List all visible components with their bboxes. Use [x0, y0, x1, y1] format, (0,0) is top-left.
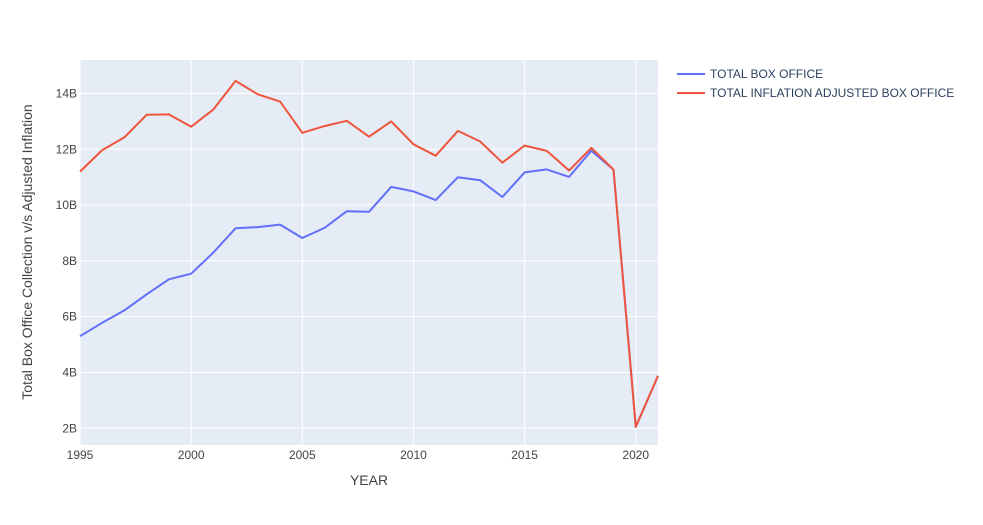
- x-tick-label: 2000: [178, 448, 205, 462]
- x-tick-label: 2010: [400, 448, 427, 462]
- y-tick-label: 10B: [56, 198, 77, 212]
- y-axis-ticks: 2B 4B 6B 8B 10B 12B 14B: [56, 86, 77, 435]
- x-gridlines: [79, 60, 637, 445]
- series-lines: [79, 79, 659, 428]
- plot-area: [80, 60, 658, 445]
- x-axis-title: YEAR: [350, 472, 388, 488]
- x-tick-label: 1995: [67, 448, 94, 462]
- x-tick-label: 2015: [511, 448, 538, 462]
- y-tick-label: 6B: [62, 310, 77, 324]
- y-axis-title: Total Box Office Collection v/s Adjusted…: [19, 104, 35, 399]
- series-line-total-box-office: [79, 149, 659, 428]
- legend-item-total-box-office[interactable]: TOTAL BOX OFFICE: [677, 67, 823, 81]
- y-tick-label: 12B: [56, 142, 77, 156]
- legend-label-total-box-office: TOTAL BOX OFFICE: [710, 67, 823, 81]
- x-tick-label: 2020: [622, 448, 649, 462]
- legend-item-total-inflation-adjusted-box-office[interactable]: TOTAL INFLATION ADJUSTED BOX OFFICE: [677, 86, 954, 100]
- series-line-total-inflation-adjusted-box-office: [79, 79, 659, 428]
- y-gridlines: [80, 92, 658, 429]
- x-axis-ticks: 1995 2000 2005 2010 2015 2020: [67, 448, 650, 462]
- y-tick-label: 8B: [62, 254, 77, 268]
- x-tick-label: 2005: [289, 448, 316, 462]
- y-tick-label: 2B: [62, 421, 77, 435]
- y-tick-label: 14B: [56, 86, 77, 100]
- y-tick-label: 4B: [62, 365, 77, 379]
- legend-label-total-inflation-adjusted: TOTAL INFLATION ADJUSTED BOX OFFICE: [710, 86, 954, 100]
- legend[interactable]: TOTAL BOX OFFICE TOTAL INFLATION ADJUSTE…: [677, 67, 954, 100]
